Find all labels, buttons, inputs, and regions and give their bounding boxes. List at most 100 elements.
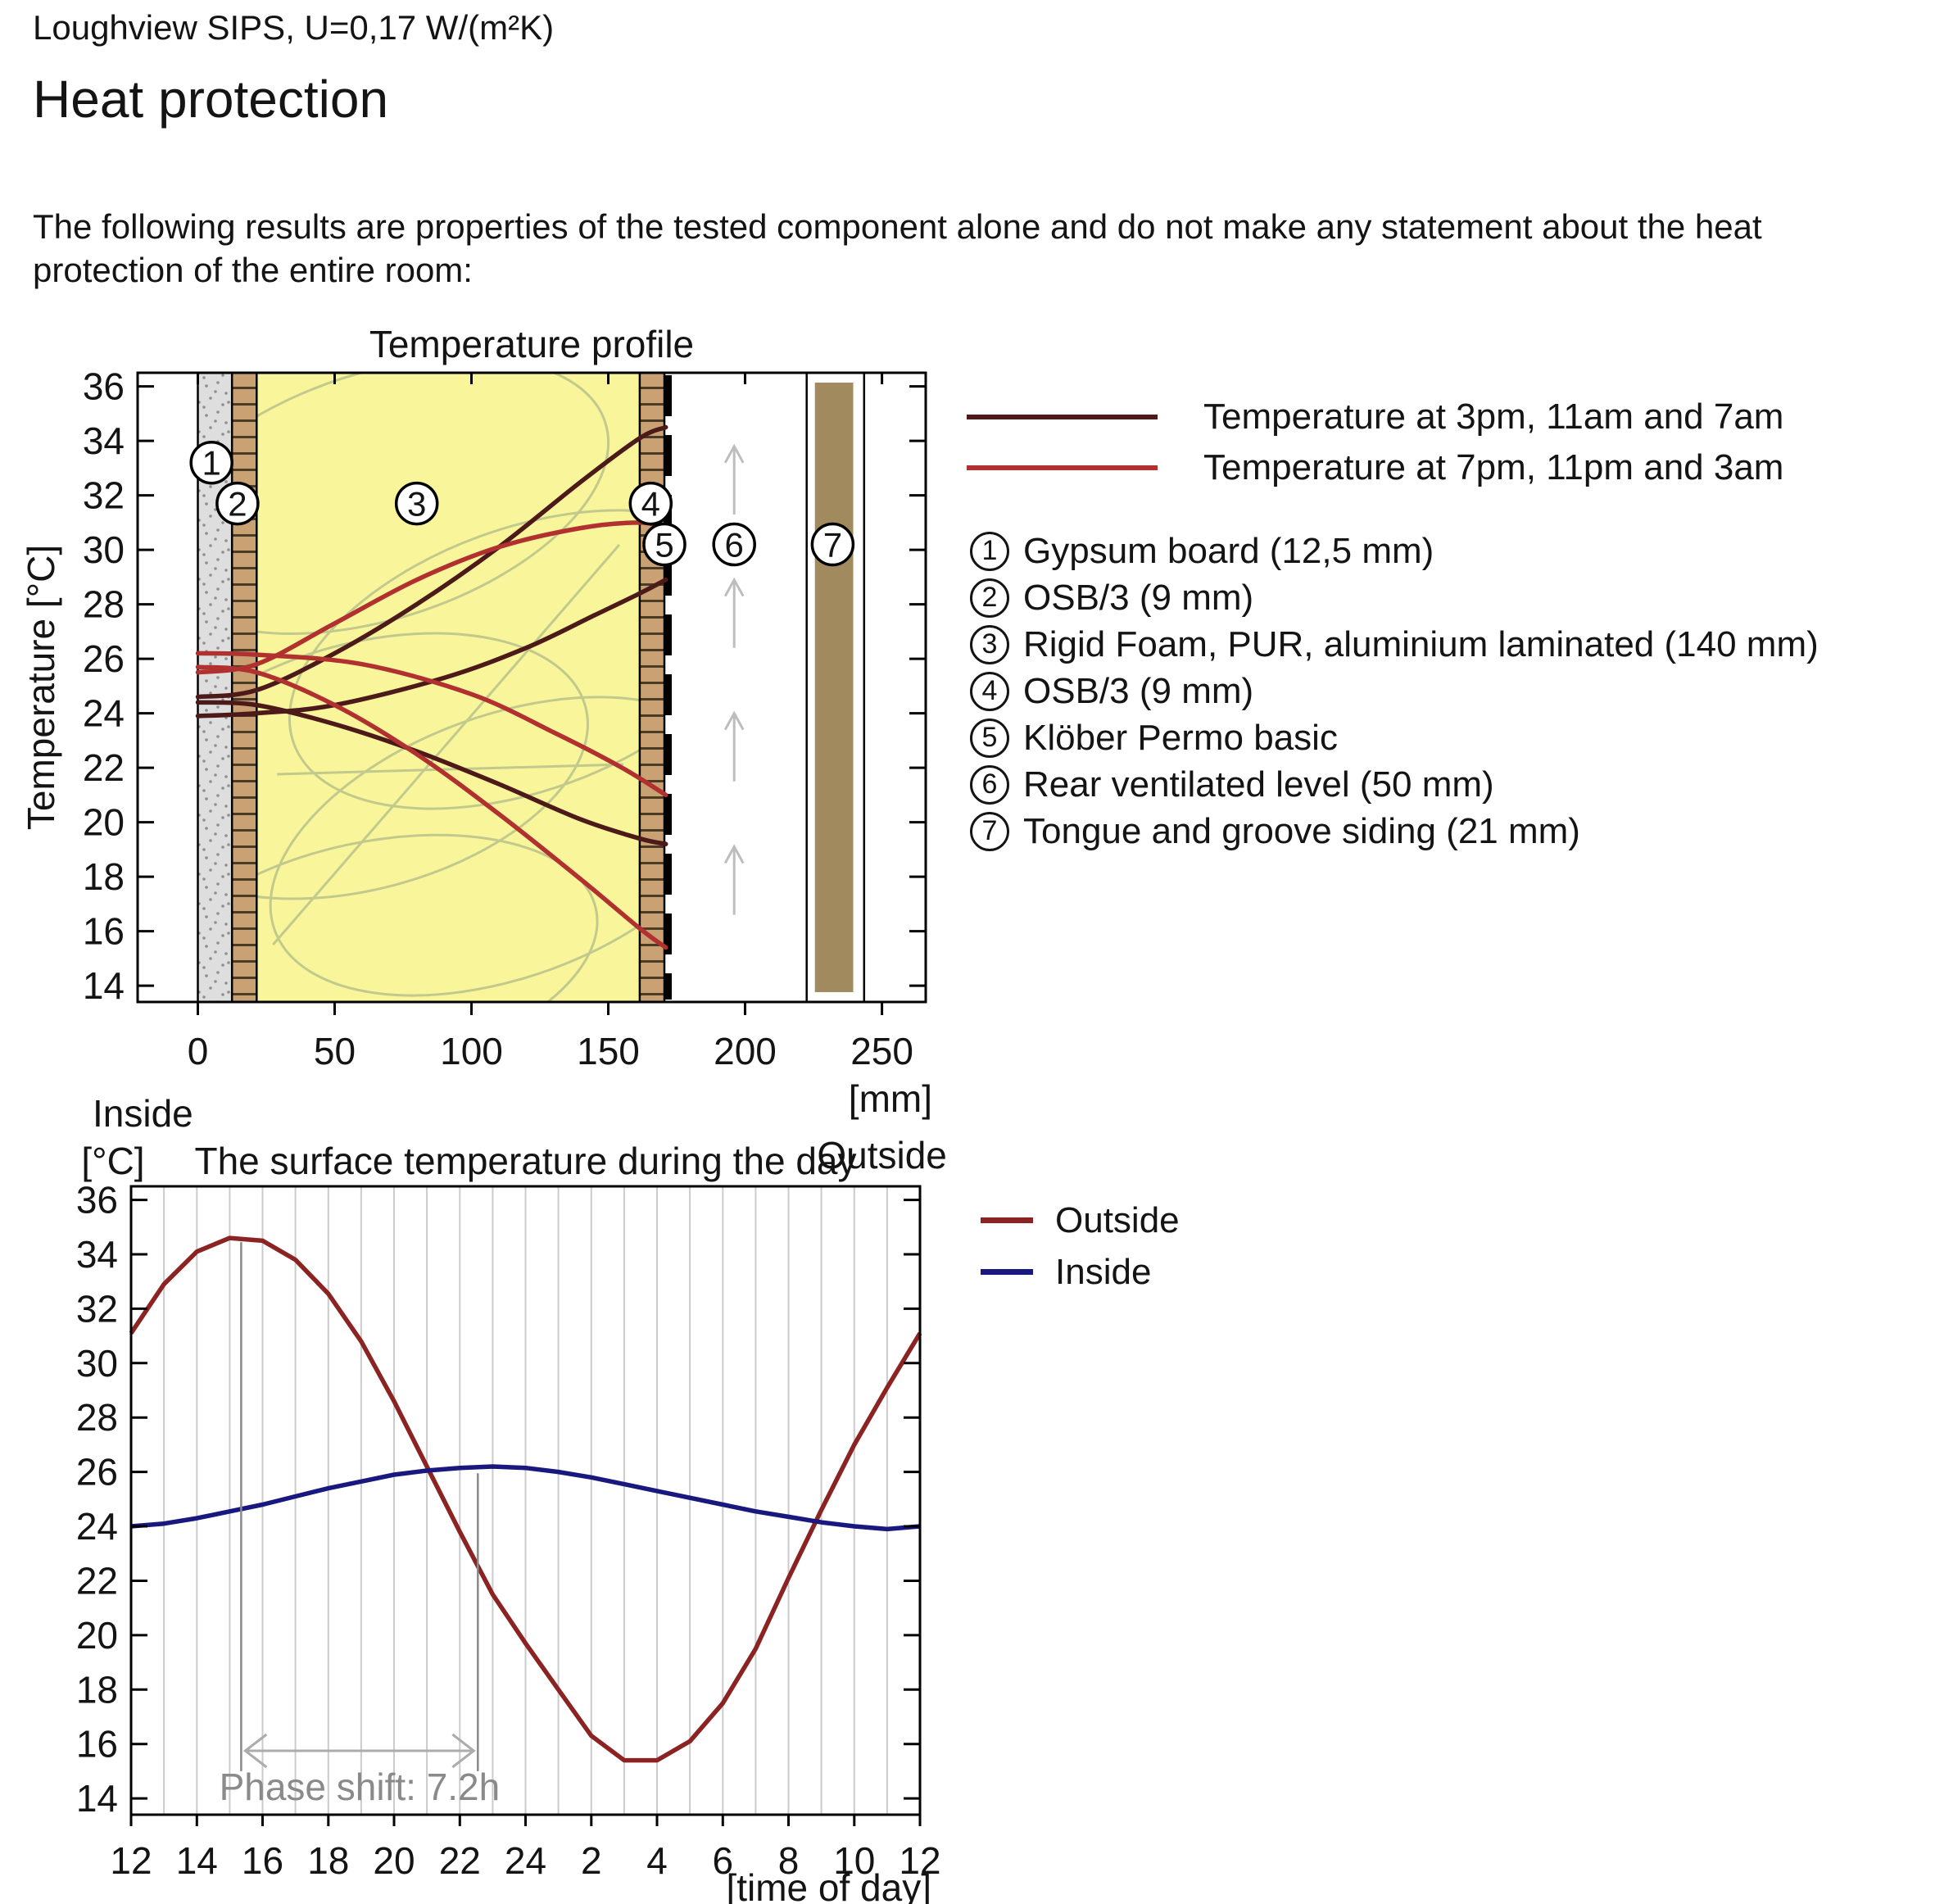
temperature-curve xyxy=(195,700,668,846)
layer-description: Rear ventilated level (50 mm) xyxy=(1023,764,1494,805)
layer-osb xyxy=(232,373,257,1002)
x-tick-label: 2 xyxy=(581,1839,602,1882)
intro-paragraph: The following results are properties of … xyxy=(33,207,1762,289)
y-tick-label: 18 xyxy=(76,1668,118,1711)
layer-number: 6 xyxy=(725,526,744,564)
layer-number-badge: 4 xyxy=(970,671,1009,711)
layer-description: Gypsum board (12,5 mm) xyxy=(1023,530,1434,571)
x-tick-label: 10 xyxy=(833,1839,875,1882)
layer-number-marker xyxy=(642,522,687,567)
y-tick-label: 20 xyxy=(83,801,125,844)
profile-legend-1-label: Temperature at 7pm, 11pm and 3am xyxy=(1203,447,1784,487)
chart-title: The surface temperature during the day xyxy=(194,1140,856,1182)
y-tick-label: 34 xyxy=(76,1233,118,1276)
layer-description: OSB/3 (9 mm) xyxy=(1023,670,1254,711)
layer-number-marker xyxy=(394,481,439,526)
y-tick-label: 16 xyxy=(83,910,125,953)
x-tick-label: 200 xyxy=(714,1030,777,1072)
layer-number-badge: 3 xyxy=(970,624,1009,664)
component-layer-list: 1 Gypsum board (12,5 mm) 2 OSB/3 (9 mm) 3 Rig… xyxy=(970,528,1819,855)
x-tick-label: 100 xyxy=(440,1030,503,1072)
x-axis-label: [time of day] xyxy=(726,1866,931,1904)
y-tick-label: 20 xyxy=(76,1614,118,1657)
temperature-curve xyxy=(195,520,668,675)
layer-number: 5 xyxy=(655,526,673,564)
x-tick-label: 22 xyxy=(439,1839,481,1882)
profile-legend-1-swatch xyxy=(967,465,1158,470)
day-legend-0-label: Outside xyxy=(1055,1199,1180,1240)
y-tick-label: 28 xyxy=(76,1396,118,1439)
day-legend-0-row: Outside xyxy=(981,1195,1180,1246)
x-tick-label: 0 xyxy=(188,1030,209,1072)
layer-number-marker xyxy=(215,481,260,526)
x-tick-label: 8 xyxy=(778,1839,800,1882)
profile-legend-0-label: Temperature at 3pm, 11am and 7am xyxy=(1203,397,1784,437)
x-tick-label: 12 xyxy=(899,1839,940,1882)
layer-number-badge: 5 xyxy=(970,718,1009,758)
layer-number-marker xyxy=(189,440,233,485)
layer-list-item: 7 Tongue and groove siding (21 mm) xyxy=(970,808,1819,855)
layer-list-item: 1 Gypsum board (12,5 mm) xyxy=(970,528,1819,574)
layer-description: OSB/3 (9 mm) xyxy=(1023,577,1254,618)
layer-number-marker xyxy=(810,522,855,567)
phase-arrow-head-left xyxy=(242,1733,268,1769)
y-tick-label: 30 xyxy=(83,528,125,571)
layer-number: 2 xyxy=(228,485,247,524)
x-tick-label: 18 xyxy=(307,1839,349,1882)
document-header: Loughview SIPS, U=0,17 W/(m²K) xyxy=(33,8,555,47)
page-title: Heat protection xyxy=(33,70,389,129)
day-legend-1-label: Inside xyxy=(1055,1251,1152,1292)
x-tick-label: 24 xyxy=(505,1839,546,1882)
y-tick-label: 24 xyxy=(76,1505,118,1548)
temperature-curve xyxy=(195,424,668,700)
y-tick-label: 32 xyxy=(83,474,125,517)
y-tick-label: 36 xyxy=(83,365,125,408)
y-tick-label: 36 xyxy=(76,1179,118,1222)
layer-osb xyxy=(639,373,664,1002)
x-tick-label: 150 xyxy=(577,1030,640,1072)
y-tick-label: 30 xyxy=(76,1342,118,1385)
layer-number-badge: 1 xyxy=(970,531,1009,571)
y-tick-label: 22 xyxy=(76,1560,118,1603)
day-chart-legend: Outside Inside xyxy=(981,1195,1180,1298)
layer-list-item: 2 OSB/3 (9 mm) xyxy=(970,574,1819,621)
y-tick-label: 16 xyxy=(76,1723,118,1766)
profile-chart-legend: Temperature at 3pm, 11am and 7am Temperat… xyxy=(967,392,1783,493)
layer-number-marker xyxy=(712,522,756,567)
inside-label: Inside xyxy=(93,1092,193,1135)
profile-legend-1-row: Temperature at 7pm, 11pm and 3am xyxy=(967,442,1783,493)
air-arrow-head xyxy=(723,844,745,864)
y-tick-label: 32 xyxy=(76,1287,118,1330)
layer-number: 7 xyxy=(823,526,842,564)
series-outside xyxy=(129,1235,922,1763)
temperature-curve xyxy=(195,577,668,719)
phase-arrow-head-right xyxy=(451,1733,476,1769)
x-tick-label: 250 xyxy=(850,1030,913,1072)
x-tick-label: 12 xyxy=(110,1839,152,1882)
y-axis-unit: [°C] xyxy=(81,1140,144,1182)
x-axis-unit: [mm] xyxy=(849,1077,932,1120)
x-tick-label: 6 xyxy=(713,1839,734,1882)
layer-list-item: 6 Rear ventilated level (50 mm) xyxy=(970,761,1819,808)
y-tick-label: 14 xyxy=(83,964,125,1007)
outside-label: Outside xyxy=(817,1134,947,1176)
air-arrow-head xyxy=(723,577,745,597)
x-tick-label: 50 xyxy=(314,1030,356,1072)
phase-shift-label: Phase shift: 7.2h xyxy=(220,1766,501,1808)
y-tick-label: 34 xyxy=(83,419,125,462)
day-legend-0-swatch xyxy=(981,1217,1033,1223)
x-tick-label: 16 xyxy=(242,1839,283,1882)
day-legend-1-swatch xyxy=(981,1269,1033,1275)
y-axis-label: Temperature [°C] xyxy=(25,545,62,830)
y-tick-label: 14 xyxy=(76,1777,118,1820)
layer-description: Klöber Permo basic xyxy=(1023,717,1338,758)
layer-number-badge: 2 xyxy=(970,578,1009,618)
plot-border xyxy=(136,371,927,1004)
air-arrow-head xyxy=(723,443,745,464)
x-tick-label: 4 xyxy=(646,1839,668,1882)
layer-number: 3 xyxy=(407,485,426,524)
layer-number: 1 xyxy=(202,444,221,483)
y-tick-label: 28 xyxy=(83,583,125,626)
